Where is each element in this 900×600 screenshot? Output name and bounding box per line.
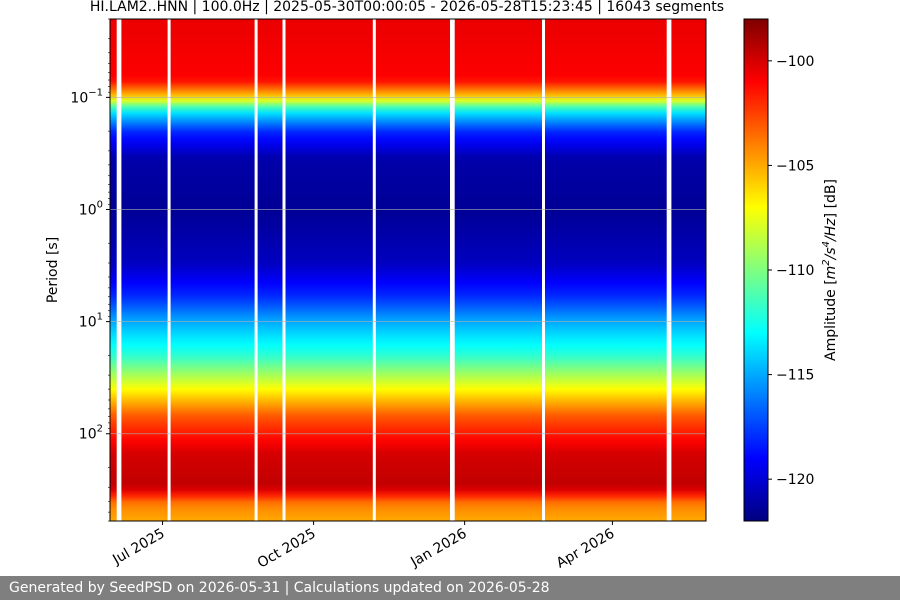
grid-lines xyxy=(110,96,706,435)
x-tick-label: Jul 2025 xyxy=(109,526,167,569)
colorbar-tick-label: −115 xyxy=(776,368,814,384)
data-gap-stripe xyxy=(116,19,120,521)
data-gap-stripe xyxy=(666,19,670,521)
x-tick-label: Jan 2026 xyxy=(407,526,469,571)
data-gap-stripe xyxy=(451,19,455,521)
colorbar-tick-label: −110 xyxy=(776,263,814,279)
colorbar-tick-label: −100 xyxy=(776,54,814,70)
footer-bar: Generated by SeedPSD on 2026-05-31 | Cal… xyxy=(0,576,900,600)
plot-frame xyxy=(109,18,707,522)
x-tick-label: Apr 2026 xyxy=(554,526,618,572)
data-gap-stripe xyxy=(118,19,122,521)
colorbar xyxy=(743,18,769,522)
data-gap-stripes xyxy=(116,19,672,521)
x-tick-label: Oct 2025 xyxy=(255,526,319,572)
data-gap-stripe xyxy=(450,19,453,521)
y-tick-label: 100 xyxy=(79,199,103,218)
y-axis: 10−1 100 101 102 xyxy=(70,18,110,522)
colorbar-tick-label: −120 xyxy=(776,472,814,488)
data-gap-stripe xyxy=(542,19,545,521)
data-gap-stripe xyxy=(282,19,286,521)
colorbar-axis: −100 −105 −110 −115 −120 xyxy=(768,54,814,488)
footer-text: Generated by SeedPSD on 2026-05-31 | Cal… xyxy=(9,580,550,596)
y-tick-label: 101 xyxy=(79,312,103,331)
data-gap-stripe xyxy=(254,19,258,521)
y-axis-label: Period [s] xyxy=(45,237,61,303)
spectrogram-surface xyxy=(110,19,706,521)
chart-title: HI.LAM2..HNN | 100.0Hz | 2025-05-30T00:0… xyxy=(90,0,724,15)
spectrogram-heatmap xyxy=(110,19,706,521)
data-gap-stripe xyxy=(668,19,672,521)
colorbar-tick-label: −105 xyxy=(776,158,814,174)
x-axis: Jul 2025 Oct 2025 Jan 2026 Apr 2026 xyxy=(109,521,617,572)
y-tick-label: 102 xyxy=(79,424,103,443)
y-tick-label: 10−1 xyxy=(70,87,103,106)
colorbar-label: Amplitude [m2/s4/Hz] [dB] xyxy=(821,179,839,361)
data-gap-stripe xyxy=(167,19,171,521)
data-gap-stripe xyxy=(372,19,376,521)
